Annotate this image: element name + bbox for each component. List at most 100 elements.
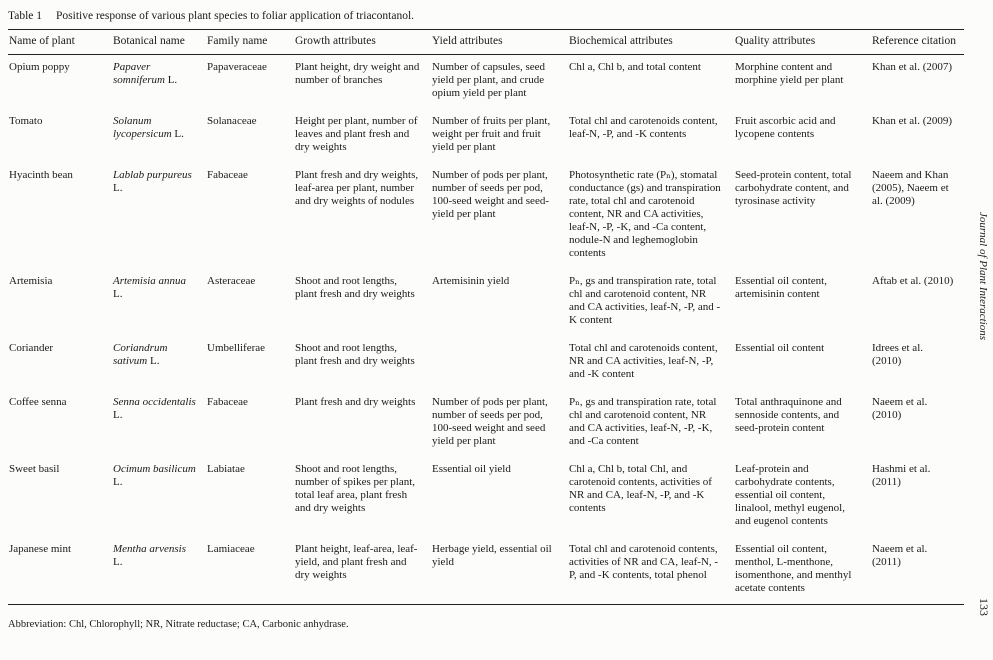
plant-cell: Sweet basil — [9, 463, 60, 475]
growth-cell: Shoot and root lengths, plant fresh and … — [295, 342, 415, 367]
table-row: Artemisia Artemisia annua L. Asteraceae Sho… — [8, 269, 964, 336]
table-row: Tomato Solanum lycopersicum L. Solanaceae H… — [8, 109, 964, 163]
column-header: Botanical name — [112, 29, 206, 55]
botanical-name-italic: Solanum lycopersicum — [113, 115, 172, 140]
biochemical-cell: Total chl and carotenoids content, leaf-… — [569, 115, 718, 140]
family-cell: Lamiaceae — [207, 543, 255, 555]
table-block: Table 1 Positive response of various plan… — [8, 8, 964, 630]
growth-cell: Shoot and root lengths, plant fresh and … — [295, 275, 415, 300]
family-cell: Fabaceae — [207, 169, 248, 181]
quality-cell: Leaf-protein and carbohydrate contents, … — [735, 463, 845, 527]
quality-cell: Essential oil content, artemisinin conte… — [735, 275, 827, 300]
quality-cell: Fruit ascorbic acid and lycopene content… — [735, 115, 836, 140]
column-header: Name of plant — [8, 29, 112, 55]
growth-cell: Shoot and root lengths, number of spikes… — [295, 463, 416, 514]
table-row: Sweet basil Ocimum basilicum L. Labiatae Sh… — [8, 457, 964, 537]
biochemical-cell: Pₙ, gs and transpiration rate, total chl… — [569, 396, 717, 447]
table-row: Coriander Coriandrum sativum L. Umbellifer… — [8, 336, 964, 390]
botanical-name-italic: Papaver somniferum — [113, 61, 165, 86]
family-cell: Labiatae — [207, 463, 245, 475]
table-header-row: Name of plant Botanical name Family name Gr… — [8, 29, 964, 55]
biochemical-cell: Chl a, Chl b, and total content — [569, 61, 701, 73]
plant-cell: Hyacinth bean — [9, 169, 73, 181]
table-caption: Table 1 Positive response of various plan… — [8, 10, 964, 22]
table-caption-text: Positive response of various plant speci… — [56, 10, 415, 22]
botanical-name-italic: Mentha arvensis — [113, 543, 187, 555]
column-header: Yield attributes — [431, 29, 568, 55]
growth-cell: Height per plant, number of leaves and p… — [295, 115, 418, 153]
biochemical-cell: Total chl and carotenoid contents, activ… — [569, 543, 719, 581]
column-header: Quality attributes — [734, 29, 871, 55]
column-header: Family name — [206, 29, 294, 55]
family-cell: Asteraceae — [207, 275, 256, 287]
botanical-name-italic: Ocimum basilicum — [113, 463, 196, 475]
column-header: Biochemical attributes — [568, 29, 734, 55]
plant-cell: Opium poppy — [9, 61, 70, 73]
column-header: Reference citation — [871, 29, 964, 55]
botanical-cell: Papaver somniferum L. — [113, 61, 178, 86]
botanical-cell: Senna occidentalis L. — [113, 396, 196, 421]
yield-cell: Essential oil yield — [432, 463, 511, 475]
page-number-vertical: 133 — [977, 598, 991, 616]
growth-cell: Plant height, dry weight and number of b… — [295, 61, 420, 86]
plant-cell: Coriander — [9, 342, 53, 354]
growth-cell: Plant fresh and dry weights — [295, 396, 416, 408]
biochemical-cell: Pₙ, gs and transpiration rate, total chl… — [569, 275, 721, 326]
botanical-name-italic: Senna occidentalis — [113, 396, 196, 408]
botanical-cell: Coriandrum sativum L. — [113, 342, 168, 367]
table-label: Table 1 — [8, 10, 43, 22]
botanical-name-italic: Lablab purpureus — [113, 169, 192, 181]
quality-cell: Essential oil content, menthol, L-mentho… — [735, 543, 852, 594]
reference-cell: Khan et al. (2007) — [872, 61, 953, 73]
biochemical-cell: Total chl and carotenoids content, NR an… — [569, 342, 718, 380]
quality-cell: Essential oil content — [735, 342, 825, 354]
yield-cell: Number of fruits per plant, weight per f… — [432, 115, 551, 153]
botanical-cell: Artemisia annua L. — [113, 275, 187, 300]
quality-cell: Morphine content and morphine yield per … — [735, 61, 844, 86]
abbreviation-footnote: Abbreviation: Chl, Chlorophyll; NR, Nitr… — [8, 619, 349, 630]
column-header: Growth attributes — [294, 29, 431, 55]
yield-cell: Herbage yield, essential oil yield — [432, 543, 552, 568]
family-cell: Solanaceae — [207, 115, 257, 127]
family-cell: Umbelliferae — [207, 342, 266, 354]
yield-cell: Artemisinin yield — [432, 275, 510, 287]
biochemical-cell: Photosynthetic rate (Pₙ), stomatal condu… — [569, 169, 721, 259]
plant-response-table: Name of plant Botanical name Family name Gr… — [8, 29, 964, 605]
reference-cell: Aftab et al. (2010) — [872, 275, 954, 287]
plant-cell: Artemisia — [9, 275, 53, 287]
growth-cell: Plant height, leaf-area, leaf-yield, and… — [295, 543, 418, 581]
reference-cell: Naeem et al. (2010) — [872, 396, 928, 421]
yield-cell: Number of pods per plant, number of seed… — [432, 169, 549, 220]
yield-cell: Number of pods per plant, number of seed… — [432, 396, 548, 447]
table-body: Opium poppy Papaver somniferum L. Papavera… — [8, 55, 964, 605]
quality-cell: Total anthraquinone and sennoside conten… — [735, 396, 842, 434]
yield-cell — [431, 336, 568, 390]
growth-cell: Plant fresh and dry weights, leaf-area p… — [295, 169, 419, 207]
reference-cell: Khan et al. (2009) — [872, 115, 953, 127]
plant-cell: Tomato — [9, 115, 43, 127]
table-row: Hyacinth bean Lablab purpureus L. Fabaceae… — [8, 163, 964, 269]
plant-cell: Coffee senna — [9, 396, 67, 408]
table-row: Opium poppy Papaver somniferum L. Papavera… — [8, 55, 964, 110]
botanical-name-italic: Artemisia annua — [113, 275, 187, 287]
botanical-cell: Lablab purpureus L. — [113, 169, 192, 194]
botanical-name-italic: Coriandrum sativum — [113, 342, 168, 367]
plant-cell: Japanese mint — [9, 543, 72, 555]
biochemical-cell: Chl a, Chl b, total Chl, and carotenoid … — [569, 463, 712, 514]
reference-cell: Hashmi et al. (2011) — [872, 463, 931, 488]
table-head: Name of plant Botanical name Family name Gr… — [8, 29, 964, 55]
reference-cell: Naeem and Khan (2005), Naeem et al. (200… — [872, 169, 949, 207]
journal-name-vertical: Journal of Plant Interactions — [977, 212, 989, 341]
yield-cell: Number of capsules, seed yield per plant… — [432, 61, 546, 99]
family-cell: Fabaceae — [207, 396, 248, 408]
reference-cell: Naeem et al. (2011) — [872, 543, 928, 568]
reference-cell: Idrees et al. (2010) — [872, 342, 923, 367]
family-cell: Papaveraceae — [207, 61, 267, 73]
botanical-cell: Solanum lycopersicum L. — [113, 115, 184, 140]
quality-cell: Seed-protein content, total carbohydrate… — [735, 169, 852, 207]
botanical-cell: Ocimum basilicum L. — [113, 463, 196, 488]
botanical-cell: Mentha arvensis L. — [113, 543, 187, 568]
table-row: Coffee senna Senna occidentalis L. Fabacea… — [8, 390, 964, 457]
table-row: Japanese mint Mentha arvensis L. Lamiaceae… — [8, 537, 964, 605]
